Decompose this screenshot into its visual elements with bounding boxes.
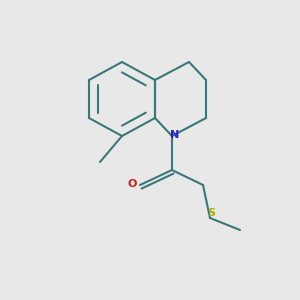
- Text: S: S: [207, 208, 215, 218]
- Text: O: O: [128, 179, 137, 189]
- Text: N: N: [170, 130, 180, 140]
